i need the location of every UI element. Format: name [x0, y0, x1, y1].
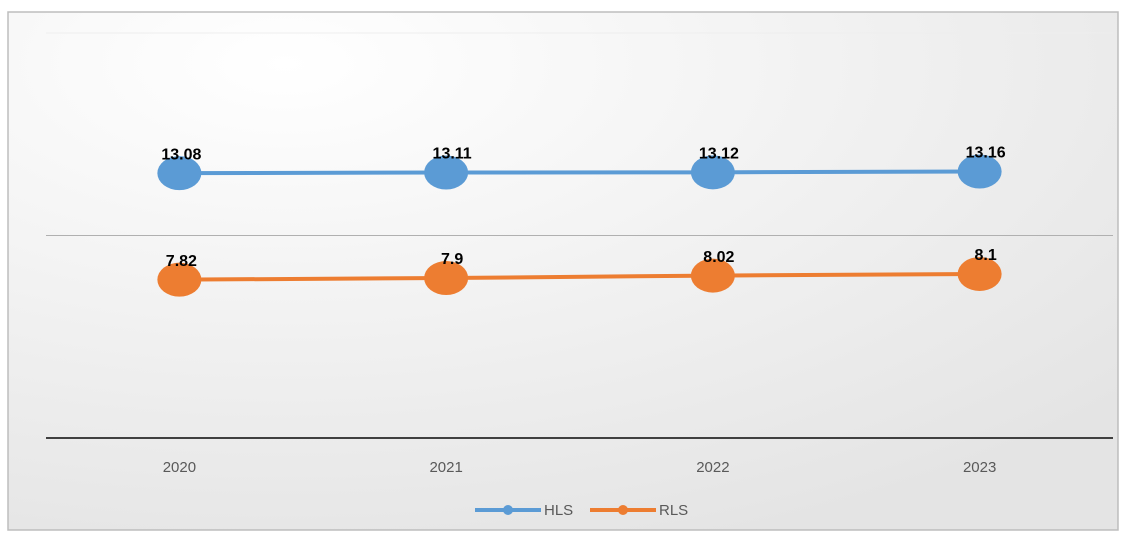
data-label: 7.82	[166, 253, 197, 270]
data-label: 13.08	[161, 146, 201, 163]
data-point	[157, 156, 202, 191]
x-tick-label: 2022	[696, 459, 729, 476]
legend-marker	[618, 505, 628, 515]
data-label: 7.9	[441, 251, 463, 268]
x-tick-label: 2023	[963, 459, 996, 476]
data-label: 13.11	[433, 146, 472, 163]
data-point	[957, 256, 1002, 291]
data-point	[690, 258, 735, 293]
data-point	[424, 261, 469, 296]
legend-label: HLS	[544, 502, 573, 519]
data-point	[424, 155, 469, 190]
series-line	[179, 169, 980, 176]
x-tick-label: 2020	[163, 459, 196, 476]
legend-label: RLS	[659, 502, 688, 519]
x-tick-label: 2021	[429, 459, 462, 476]
data-point	[957, 154, 1002, 189]
data-label: 13.16	[966, 145, 1006, 162]
data-label: 13.12	[699, 146, 739, 163]
data-label: 8.1	[975, 247, 997, 264]
series-line	[179, 271, 980, 282]
data-point	[157, 262, 202, 297]
data-label: 8.02	[703, 249, 734, 266]
data-point	[690, 155, 735, 190]
legend-marker	[503, 505, 513, 515]
